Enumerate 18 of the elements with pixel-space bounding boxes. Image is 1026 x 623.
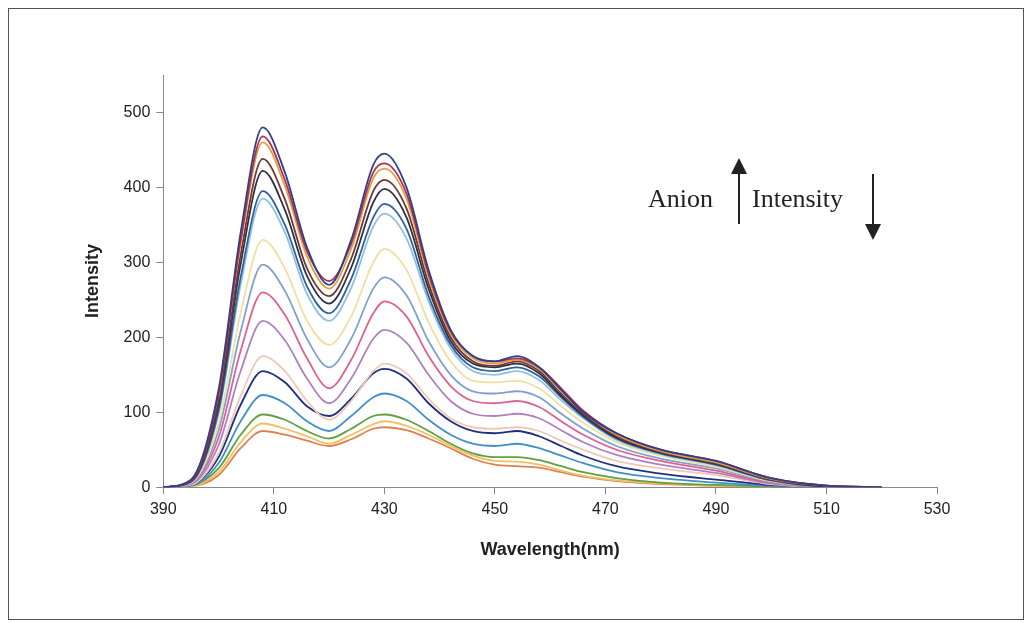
x-tick-label: 410 [260,500,288,518]
x-tick-label: 490 [702,500,730,518]
x-tick-label: 510 [813,500,840,518]
y-tick-label: 0 [141,477,151,495]
x-tick-label: 390 [149,500,177,518]
x-tick-label: 430 [371,500,398,518]
y-tick-label: 400 [123,177,151,195]
x-axis-title: Wavelength(nm) [480,539,620,560]
y-tick-label: 200 [123,327,151,345]
annotation: Anion [648,184,713,214]
annotation: Intensity [752,184,843,214]
y-axis-title: Intensity [81,244,102,319]
x-tick-label: 530 [923,500,951,518]
x-tick-label: 450 [481,500,509,518]
y-tick-label: 500 [123,102,151,120]
y-tick-label: 100 [123,402,151,420]
x-tick-label: 470 [592,500,619,518]
y-tick-label: 300 [123,252,151,270]
